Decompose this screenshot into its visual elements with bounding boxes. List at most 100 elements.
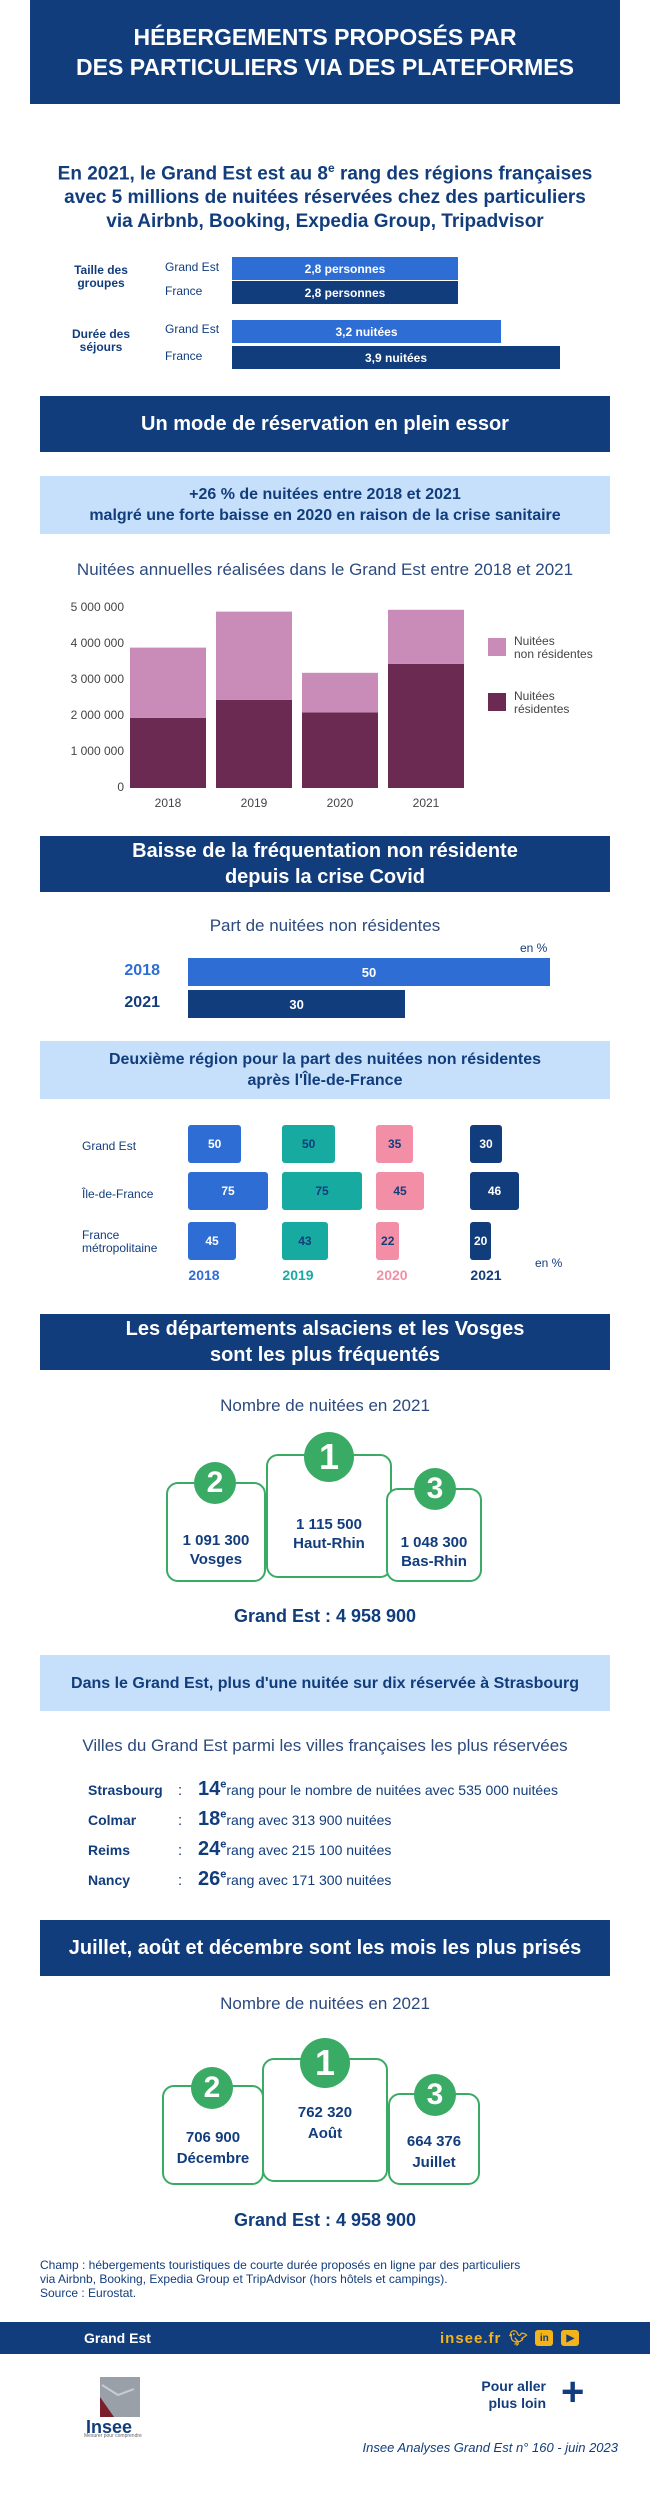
more-info-link[interactable]: Pour aller plus loin <box>460 2378 546 2412</box>
notes-line1: Champ : hébergements touristiques de cou… <box>40 2258 521 2272</box>
stay-length-ge-name: Grand Est <box>165 322 220 336</box>
chart2-bar-2018: 50 <box>188 958 550 986</box>
bar-nonresident-2019 <box>216 611 292 700</box>
group-size-label: Taille des groupes <box>74 263 128 290</box>
footer-links: insee.fr 🐦︎ in ▶ <box>440 2329 580 2347</box>
section6-caption: Nombre de nuitées en 2021 <box>220 1994 430 2013</box>
city-row: Nancy:26e rang avec 171 300 nuitées <box>88 1868 628 1898</box>
month-rank3-value: 664 376 <box>406 2133 462 2150</box>
twitter-icon[interactable]: 🐦︎ <box>508 2330 528 2347</box>
chart3-bar-2018-0: 50 <box>188 1125 242 1163</box>
podium-rank2-name: Vosges <box>189 1551 243 1568</box>
chart3-bar-2021-0: 30 <box>470 1125 502 1163</box>
insee-logo-text: Insee <box>86 2417 133 2437</box>
section5-title: Dans le Grand Est, plus d'une nuitée sur… <box>40 1655 610 1711</box>
legend-res-swatch <box>488 693 506 711</box>
month-rank1-value: 762 320 <box>297 2104 353 2121</box>
linkedin-icon[interactable]: in <box>535 2330 554 2346</box>
city-colon: : <box>178 1782 183 1799</box>
legend-nonres-line2: non résidentes <box>514 647 593 661</box>
chart3-year-2018: 2018 <box>188 1267 220 1283</box>
legend-res-text: Nuitées résidentes <box>514 690 569 716</box>
city-colon: : <box>178 1872 183 1889</box>
city-row: Reims:24e rang avec 215 100 nuitées <box>88 1838 628 1868</box>
month-medal-2-icon: 2 <box>191 2067 233 2109</box>
stay-length-fr-name: France <box>165 349 203 363</box>
bar-nonresident-2018 <box>130 647 206 718</box>
chart3-year-2019: 2019 <box>282 1267 314 1283</box>
section4-caption: Nombre de nuitées en 2021 <box>220 1396 430 1415</box>
group-size-fr-bar: 2,8 personnes <box>232 281 458 304</box>
more-info-line1: Pour aller <box>481 2378 546 2394</box>
stay-length-fr-bar: 3,9 nuitées <box>232 346 560 369</box>
city-rank-sup: e <box>220 1808 227 1821</box>
section1-subtitle-line1: +26 % de nuitées entre 2018 et 2021 <box>189 486 461 503</box>
podium-rank2-value: 1 091 300 <box>182 1532 250 1549</box>
bar-resident-2020 <box>302 712 378 788</box>
chart3-bar-2018-2: 45 <box>188 1222 236 1260</box>
medal-2-icon: 2 <box>194 1462 236 1504</box>
bar-resident-2018 <box>130 717 206 788</box>
city-rank-sup: e <box>220 1838 227 1851</box>
podium-rank3-value: 1 048 300 <box>400 1534 468 1551</box>
bar-nonresident-2021 <box>388 609 464 664</box>
chart3-bar-2018-1: 75 <box>188 1172 268 1210</box>
chart3-bar-2019-1: 75 <box>282 1172 362 1210</box>
city-name: Reims <box>88 1842 131 1858</box>
podium-rank1-value: 1 115 500 <box>296 1516 362 1533</box>
podium-rank1-card: 1 115 500 Haut-Rhin <box>266 1454 392 1578</box>
chart2-bar-2021: 30 <box>188 990 406 1018</box>
chart1-x-tick: 2020 <box>326 796 354 810</box>
section4-total: Grand Est : 4 958 900 <box>233 1606 417 1626</box>
city-detail: rang avec 215 100 nuitées <box>226 1842 392 1858</box>
podium-rank1-name: Haut-Rhin <box>293 1535 365 1552</box>
intro-sup: e <box>327 161 335 175</box>
chart3-row-label-idf: Île-de-France <box>82 1187 154 1201</box>
insee-logo-tagline: Mesurer pour comprendre <box>84 2433 142 2439</box>
footer-bar: Grand Est insee.fr 🐦︎ in ▶ <box>0 2322 650 2354</box>
section1-subtitle-line2: malgré une forte baisse en 2020 en raiso… <box>89 507 561 524</box>
chart1-x-tick: 2021 <box>412 796 440 810</box>
bar-nonresident-2020 <box>302 672 378 713</box>
city-detail: rang avec 171 300 nuitées <box>226 1872 392 1888</box>
city-name: Colmar <box>88 1812 137 1828</box>
chart3-bar-2020-2: 22 <box>376 1222 400 1260</box>
notes-line3: Source : Eurostat. <box>40 2286 137 2300</box>
city-rank: 18e <box>198 1808 227 1830</box>
legend-nonres-swatch <box>488 638 506 656</box>
city-rank-sup: e <box>220 1778 227 1791</box>
notes-line2: via Airbnb, Booking, Expedia Group et Tr… <box>40 2272 448 2286</box>
youtube-icon[interactable]: ▶ <box>561 2330 580 2346</box>
city-name: Nancy <box>88 1872 131 1888</box>
city-row: Colmar:18e rang avec 313 900 nuitées <box>88 1808 628 1838</box>
plus-icon[interactable]: + <box>561 2370 585 2414</box>
city-rank: 26e <box>198 1868 227 1890</box>
chart1-x-tick: 2019 <box>240 796 268 810</box>
section1-subtitle: +26 % de nuitées entre 2018 et 2021 malg… <box>40 476 610 534</box>
month-rank2-value: 706 900 <box>185 2129 241 2146</box>
footer-region: Grand Est <box>84 2330 151 2346</box>
month-medal-1-icon: 1 <box>300 2038 350 2088</box>
insee-site-link[interactable]: insee.fr <box>440 2329 502 2347</box>
month-rank2-card: 706 900 Décembre <box>162 2085 264 2185</box>
legend-res-line1: Nuitées <box>514 689 555 703</box>
intro-line1-post: rang des régions françaises <box>334 163 593 185</box>
section4-title-line1: Les départements alsaciens et les Vosges <box>125 1318 525 1340</box>
chart3-year-2020: 2020 <box>376 1267 408 1283</box>
city-row: Strasbourg:14e rang pour le nombre de nui… <box>88 1778 628 1808</box>
chart1-y-tick: 0 <box>117 780 124 794</box>
legend-nonres-text: Nuitées non résidentes <box>514 635 593 661</box>
chart1-y-tick: 2 000 000 <box>70 708 124 722</box>
insee-logo-mark <box>100 2377 140 2417</box>
city-rank-sup: e <box>220 1868 227 1881</box>
group-size-fr-name: France <box>165 284 203 298</box>
chart3-bar-2020-0: 35 <box>376 1125 414 1163</box>
city-list: Strasbourg:14e rang pour le nombre de nui… <box>88 1778 628 1898</box>
chart2-caption: Part de nuitées non résidentes <box>209 916 441 935</box>
bar-resident-2019 <box>216 699 292 788</box>
chart2-year-2018: 2018 <box>124 962 160 979</box>
medal-1-icon: 1 <box>304 1432 354 1482</box>
section2-title-line1: Baisse de la fréquentation non résidente <box>132 840 518 862</box>
chart3-bar-2019-0: 50 <box>282 1125 336 1163</box>
city-colon: : <box>178 1842 183 1859</box>
